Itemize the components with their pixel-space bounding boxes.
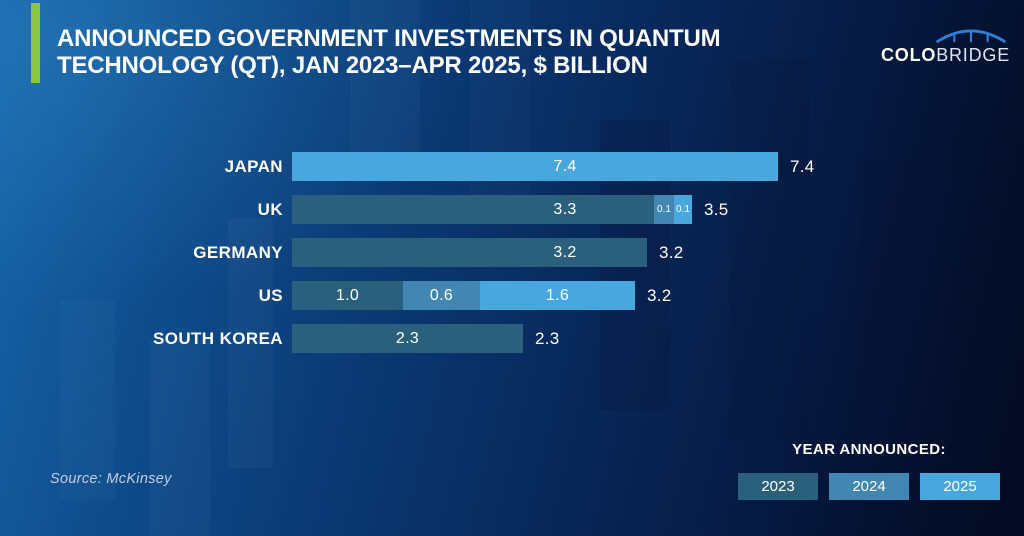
chart-row-uk: UK 3.3 0.1 0.1 3.5	[0, 195, 1024, 224]
category-label-germany: GERMANY	[193, 242, 283, 262]
total-value-south-korea: 2.3	[535, 328, 560, 348]
bar-track-japan: 7.4	[292, 152, 778, 181]
chart-row-us: US 1.0 0.6 1.6 3.2	[0, 281, 1024, 310]
bar-segment-us-2024: 0.6	[403, 281, 480, 310]
bar-segment-japan-2025	[292, 152, 778, 181]
bar-segment-us-2025: 1.6	[480, 281, 635, 310]
bar-segment-germany-2023	[292, 238, 647, 267]
bar-value-germany-2023: 3.2	[553, 243, 577, 261]
chart-title: ANNOUNCED GOVERNMENT INVESTMENTS IN QUAN…	[57, 25, 721, 79]
chart-row-germany: GERMANY 3.2 3.2	[0, 238, 1024, 267]
legend: YEAR ANNOUNCED: 2023 2024 2025	[738, 441, 1000, 500]
logo-colo: COLO	[880, 45, 937, 65]
chart-row-japan: JAPAN 7.4 7.4	[0, 152, 1024, 181]
total-value-uk: 3.5	[704, 199, 729, 219]
legend-swatch-2024: 2024	[829, 473, 909, 500]
bar-segment-uk-2023	[292, 195, 654, 224]
logo-wordmark: COLOBRIDGE	[881, 45, 1010, 66]
category-label-south-korea: SOUTH KOREA	[152, 328, 283, 348]
chart-title-line1: ANNOUNCED GOVERNMENT INVESTMENTS IN QUAN…	[57, 25, 721, 52]
bridge-icon	[936, 29, 1006, 43]
bar-segment-uk-2024: 0.1	[654, 195, 674, 224]
bar-track-uk: 3.3 0.1 0.1	[292, 195, 692, 224]
bar-value-japan-2025: 7.4	[553, 157, 577, 175]
legend-swatch-2023: 2023	[738, 473, 818, 500]
bar-value-us-2024: 0.6	[429, 286, 454, 304]
bar-segment-us-2023: 1.0	[292, 281, 403, 310]
background-motif-bar	[350, 0, 420, 160]
category-label-us: US	[258, 285, 283, 305]
bar-track-germany: 3.2	[292, 238, 647, 267]
colobridge-logo: COLOBRIDGE	[881, 27, 1010, 66]
background-motif-bar	[150, 340, 210, 536]
title-accent-bar	[31, 3, 40, 83]
total-value-japan: 7.4	[790, 156, 815, 176]
category-label-uk: UK	[257, 199, 283, 219]
bar-value-south-korea-2023: 2.3	[395, 329, 420, 347]
bar-value-uk-2023: 3.3	[553, 200, 577, 218]
bar-chart: JAPAN 7.4 7.4 UK 3.3 0.1 0.1 3.5 GERMANY 3.2 3.2 US…	[0, 152, 1024, 367]
bar-track-us: 1.0 0.6 1.6	[292, 281, 635, 310]
bar-track-south-korea: 2.3	[292, 324, 523, 353]
total-value-us: 3.2	[647, 285, 672, 305]
legend-title: YEAR ANNOUNCED:	[792, 441, 946, 458]
bar-value-us-2025: 1.6	[545, 286, 570, 304]
chart-row-south-korea: SOUTH KOREA 2.3 2.3	[0, 324, 1024, 353]
chart-title-line2: TECHNOLOGY (QT), JAN 2023–APR 2025, $ BI…	[57, 52, 648, 79]
logo-bridge: BRIDGE	[936, 45, 1010, 65]
bar-value-us-2023: 1.0	[335, 286, 360, 304]
legend-swatch-2025: 2025	[920, 473, 1000, 500]
legend-swatches: 2023 2024 2025	[738, 473, 1000, 500]
source-note: Source: McKinsey	[50, 471, 172, 487]
bar-value-uk-2024: 0.1	[657, 204, 671, 215]
bar-value-uk-2025: 0.1	[676, 204, 690, 215]
category-label-japan: JAPAN	[224, 156, 283, 176]
total-value-germany: 3.2	[659, 242, 684, 262]
bar-segment-south-korea-2023: 2.3	[292, 324, 523, 353]
bar-segment-uk-2025: 0.1	[674, 195, 692, 224]
